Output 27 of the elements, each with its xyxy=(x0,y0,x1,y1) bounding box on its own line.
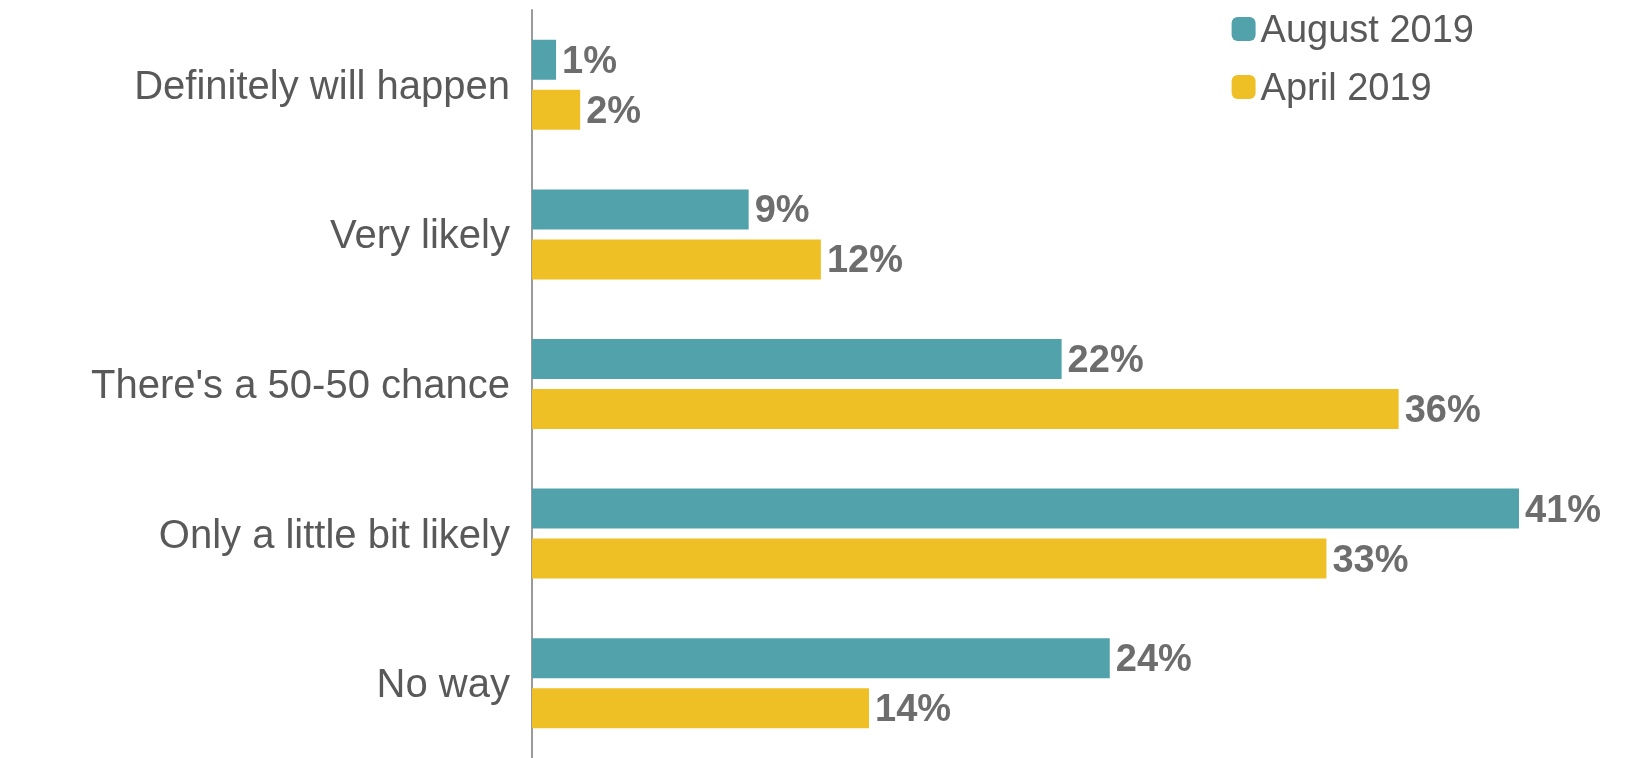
bar xyxy=(532,389,1399,429)
data-label: 36% xyxy=(1404,388,1481,430)
y-tick-label: Very likely xyxy=(329,212,510,257)
data-label: 41% xyxy=(1525,487,1602,530)
legend-label: April 2019 xyxy=(1260,66,1432,108)
bar xyxy=(532,239,821,280)
bar xyxy=(532,339,1062,379)
y-tick-label: Only a little bit likely xyxy=(158,511,510,556)
data-label: 9% xyxy=(754,188,810,231)
y-tick-label: No way xyxy=(376,661,510,706)
data-label: 14% xyxy=(875,687,952,730)
bar xyxy=(532,89,581,130)
data-label: 33% xyxy=(1332,537,1409,580)
bar xyxy=(532,638,1110,679)
data-label: 12% xyxy=(826,238,903,281)
bar xyxy=(532,538,1327,579)
data-label: 22% xyxy=(1067,338,1144,380)
data-label: 1% xyxy=(562,38,617,81)
y-tick-label: There's a 50-50 chance xyxy=(90,362,510,406)
bar xyxy=(532,189,749,230)
bar xyxy=(532,488,1519,529)
data-label: 2% xyxy=(586,88,642,131)
legend-label: August 2019 xyxy=(1260,8,1475,50)
data-label: 24% xyxy=(1115,637,1192,680)
bar xyxy=(532,39,557,80)
bar xyxy=(532,688,870,729)
y-tick-label: Definitely will happen xyxy=(134,62,510,107)
